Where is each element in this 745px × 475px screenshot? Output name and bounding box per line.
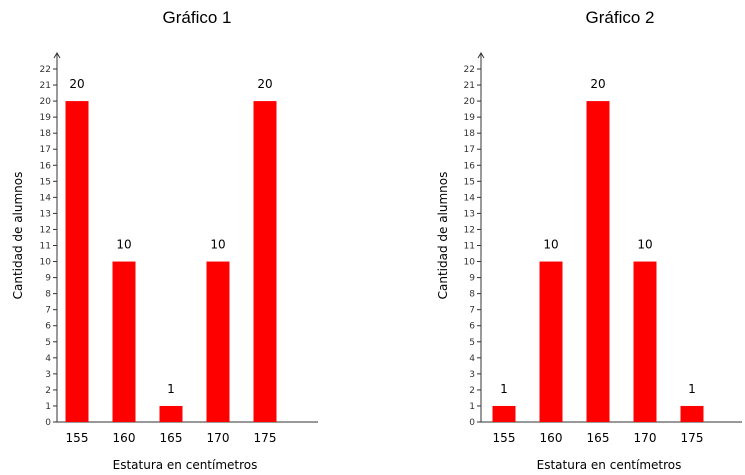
chart-1-x-tick-label: 160: [113, 431, 136, 445]
chart-1-y-tick-label: 14: [40, 193, 52, 203]
chart-2-data-label: 10: [543, 238, 558, 252]
chart-1-x-axis-label: Estatura en centímetros: [113, 458, 258, 472]
chart-1-x-tick-label: 155: [66, 431, 89, 445]
chart-1-y-tick-label: 11: [40, 242, 51, 252]
chart-1-y-tick-label: 5: [45, 338, 51, 348]
chart-2-y-tick-label: 21: [464, 81, 475, 91]
chart-2-x-tick-label: 155: [493, 431, 516, 445]
chart-2-data-label: 1: [500, 382, 508, 396]
chart-2-bar-160: [539, 261, 563, 422]
chart-1-y-axis-label: Cantidad de alumnos: [11, 172, 25, 300]
chart-2-bar-155: [492, 405, 516, 422]
chart-2-y-tick-label: 11: [464, 242, 475, 252]
chart-1-y-tick-label: 22: [40, 65, 51, 75]
chart-2-y-tick-label: 15: [464, 177, 475, 187]
chart-1-y-tick-label: 7: [45, 306, 51, 316]
chart-1-title: Gráfico 1: [162, 8, 232, 27]
chart-2-data-label: 10: [637, 238, 652, 252]
chart-1-bar-170: [206, 261, 230, 422]
chart-1-bar-155: [65, 101, 89, 422]
chart-2-y-axis-label: Cantidad de alumnos: [436, 172, 450, 300]
chart-2-y-tick-label: 17: [464, 145, 475, 155]
chart-2-data-label: 20: [590, 77, 605, 91]
chart-1-data-label: 10: [116, 238, 131, 252]
chart-2-y-tick-label: 13: [464, 209, 475, 219]
chart-1-data-label: 1: [167, 382, 175, 396]
chart-2-x-tick-label: 175: [681, 431, 704, 445]
chart-2-y-tick-label: 16: [464, 161, 476, 171]
chart-2-y-axis-arrow: [477, 52, 485, 59]
chart-1-y-tick-label: 18: [40, 129, 52, 139]
chart-1-y-tick-label: 21: [40, 81, 51, 91]
chart-1-y-tick-label: 13: [40, 209, 51, 219]
chart-1-bar-175: [253, 101, 277, 422]
chart-2-y-tick-label: 22: [464, 65, 475, 75]
chart-1-y-tick-label: 3: [45, 370, 51, 380]
chart-2-y-tick-label: 8: [469, 290, 475, 300]
chart-1-data-label: 20: [69, 77, 84, 91]
chart-2-y-tick-label: 2: [469, 386, 475, 396]
chart-2-y-tick-label: 3: [469, 370, 475, 380]
chart-1-y-tick-label: 9: [45, 274, 51, 284]
chart-2-y-tick-label: 0: [469, 418, 475, 428]
chart-1-x-tick-label: 170: [207, 431, 230, 445]
chart-1-y-tick-label: 12: [40, 225, 51, 235]
chart-1-y-tick-label: 10: [40, 258, 52, 268]
chart-1-y-tick-label: 8: [45, 290, 51, 300]
chart-2-title: Gráfico 2: [585, 8, 655, 27]
chart-2-y-tick-label: 1: [469, 402, 475, 412]
chart-1-bar-165: [159, 405, 183, 422]
chart-2-y-tick-label: 12: [464, 225, 475, 235]
chart-1-y-axis-arrow: [53, 52, 61, 59]
chart-1-y-tick-label: 0: [45, 418, 51, 428]
chart-2-y-tick-label: 6: [469, 322, 475, 332]
chart-2-x-tick-label: 165: [587, 431, 610, 445]
chart-2-bar-170: [633, 261, 657, 422]
chart-1-y-tick-label: 19: [40, 113, 52, 123]
chart-2-y-tick-label: 20: [464, 97, 476, 107]
chart-1-x-tick-label: 175: [254, 431, 277, 445]
chart-2-y-tick-label: 14: [464, 193, 476, 203]
chart-2-y-tick-label: 5: [469, 338, 475, 348]
chart-2-y-tick-label: 18: [464, 129, 476, 139]
chart-2-y-tick-label: 4: [469, 354, 475, 364]
chart-1-y-tick-label: 17: [40, 145, 51, 155]
chart-1-y-tick-label: 4: [45, 354, 51, 364]
chart-1-data-label: 20: [257, 77, 272, 91]
chart-2-data-label: 1: [688, 382, 696, 396]
chart-1-x-tick-label: 165: [160, 431, 183, 445]
chart-2-x-tick-label: 170: [634, 431, 657, 445]
chart-1-y-tick-label: 1: [45, 402, 51, 412]
chart-2-bar-165: [586, 101, 610, 422]
chart-1-y-tick-label: 2: [45, 386, 51, 396]
chart-1-y-tick-label: 15: [40, 177, 51, 187]
chart-1-bar-160: [112, 261, 136, 422]
chart-2-y-tick-label: 9: [469, 274, 475, 284]
chart-1-y-tick-label: 6: [45, 322, 51, 332]
chart-1-y-tick-label: 20: [40, 97, 52, 107]
chart-1-data-label: 10: [210, 238, 225, 252]
chart-2-y-tick-label: 19: [464, 113, 476, 123]
chart-2-y-tick-label: 7: [469, 306, 475, 316]
chart-2-x-tick-label: 160: [540, 431, 563, 445]
chart-2-y-tick-label: 10: [464, 258, 476, 268]
chart-2-x-axis-label: Estatura en centímetros: [537, 458, 682, 472]
chart-1-y-tick-label: 16: [40, 161, 52, 171]
chart-2-bar-175: [680, 405, 704, 422]
